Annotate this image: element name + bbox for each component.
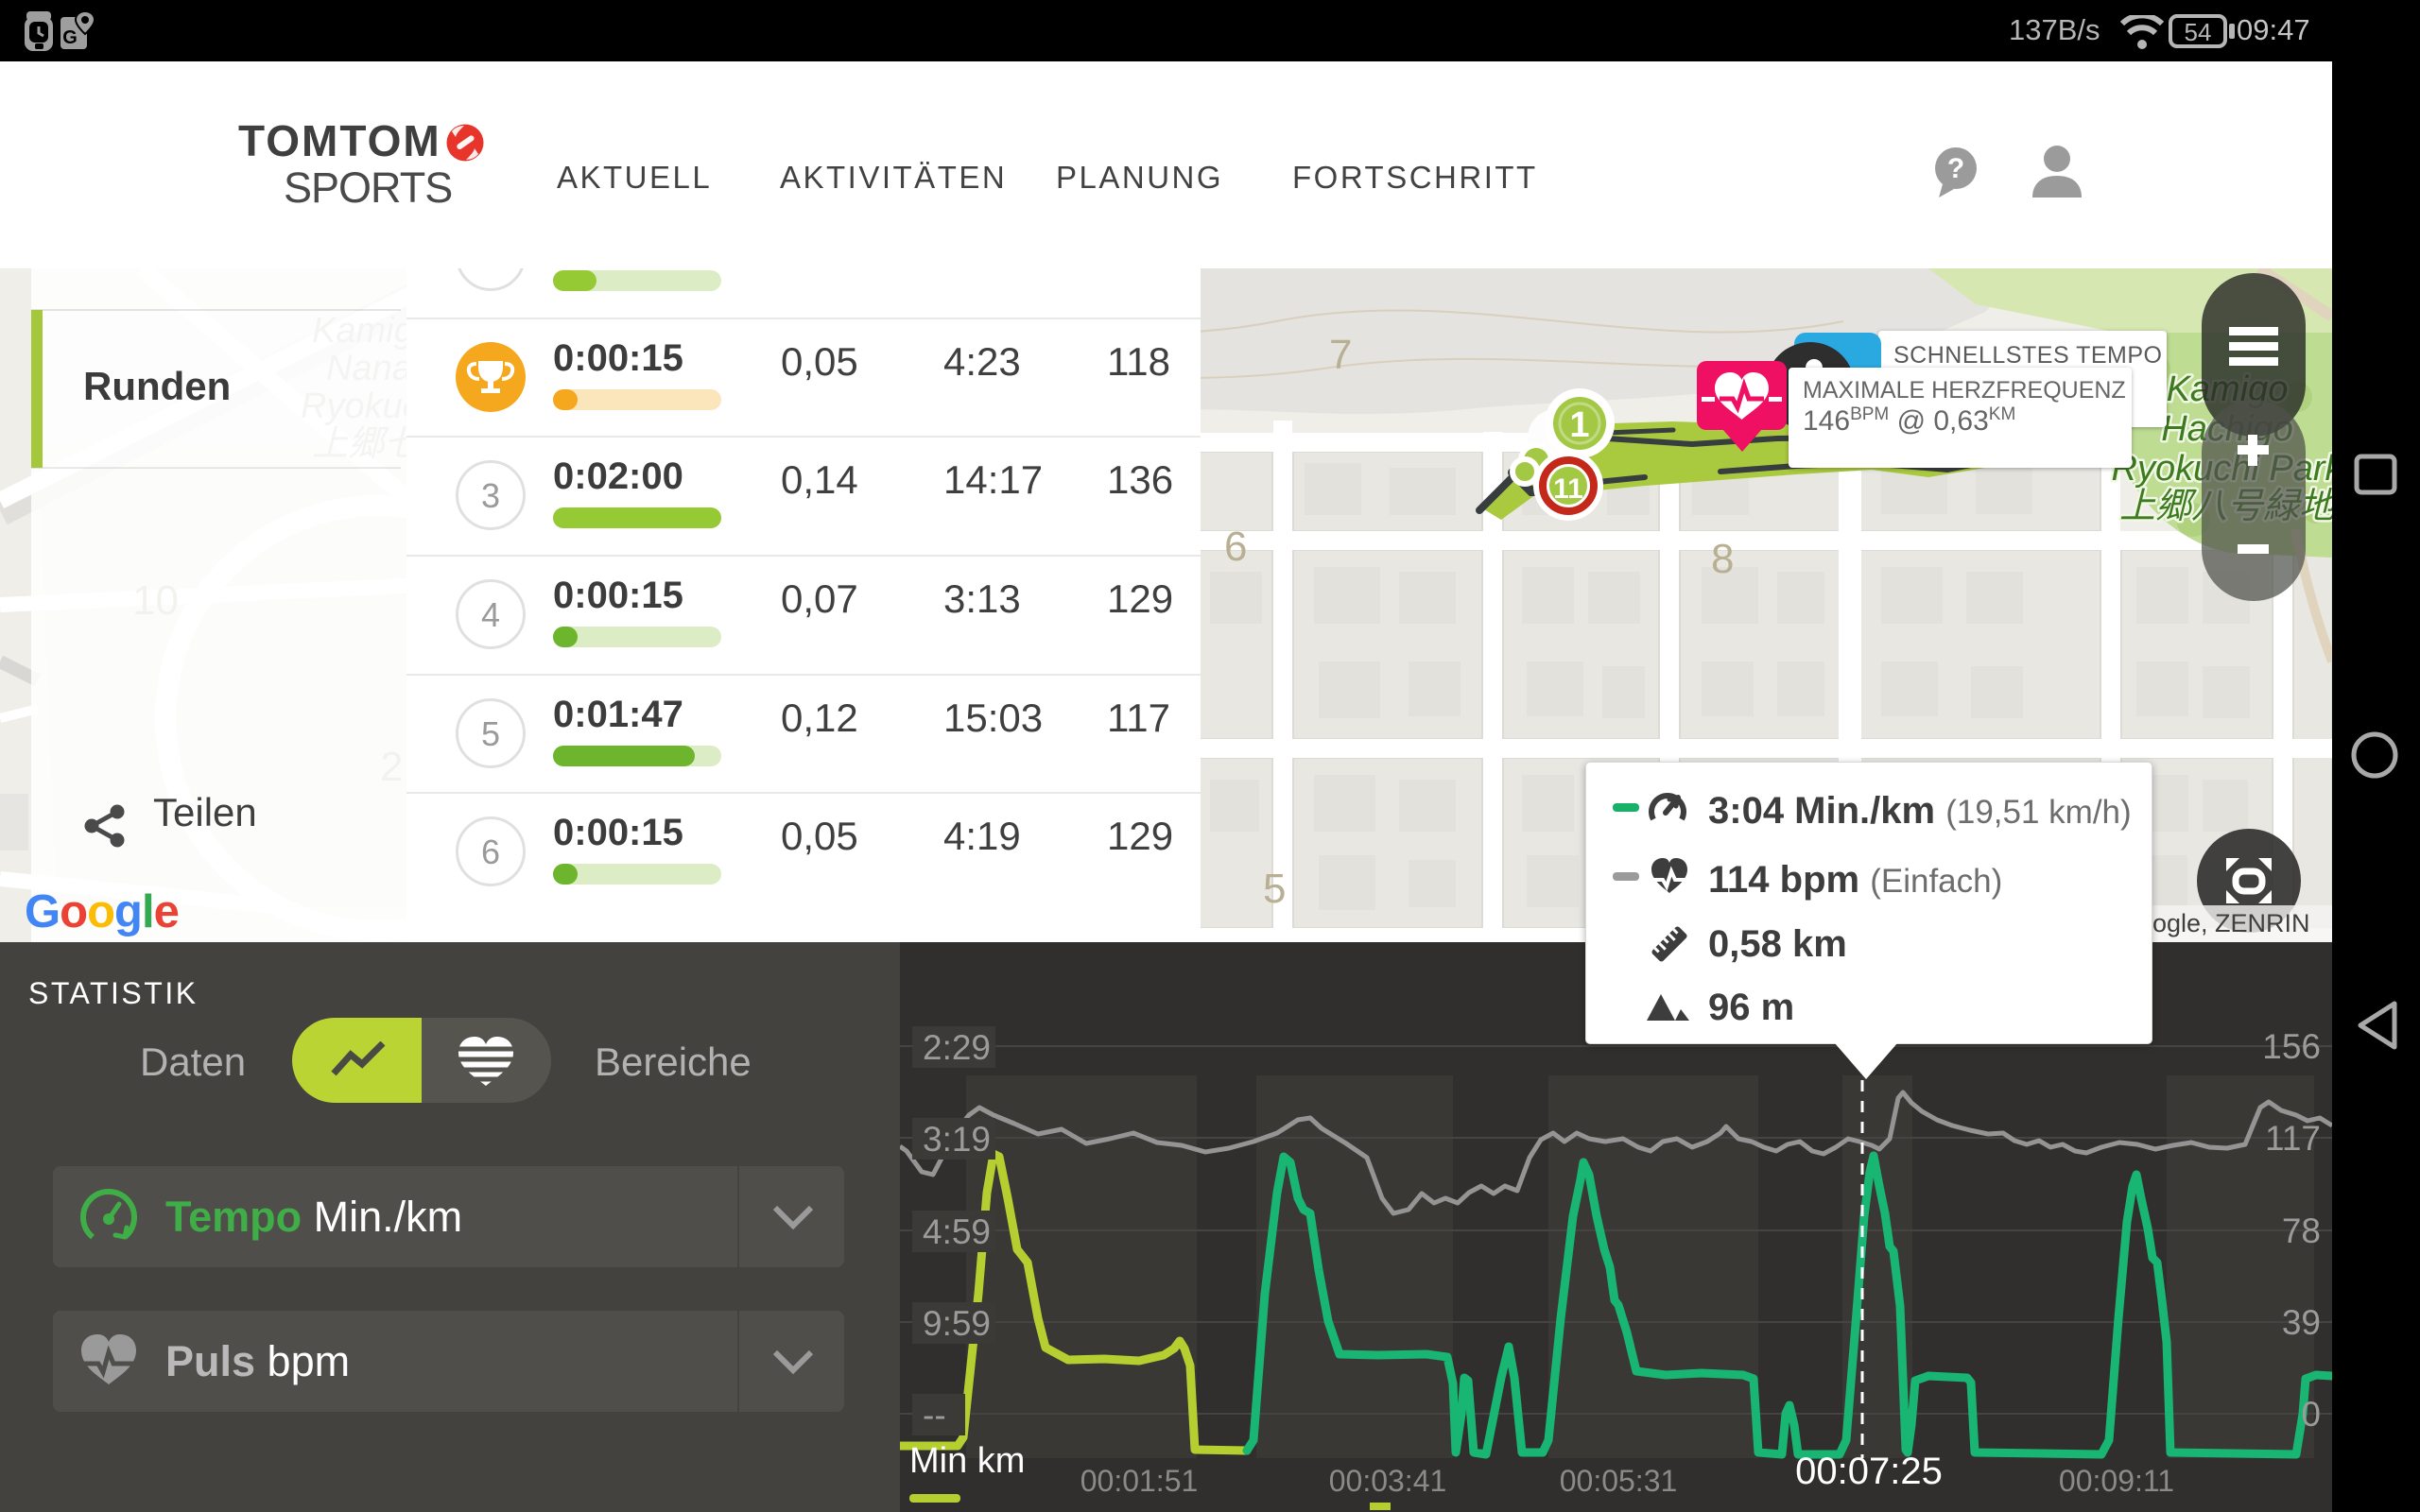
svg-text:78: 78 xyxy=(2282,1211,2321,1250)
svg-text:5: 5 xyxy=(1263,866,1286,912)
svg-text:00:07:25: 00:07:25 xyxy=(1795,1451,1943,1492)
svg-text:4:59: 4:59 xyxy=(923,1212,991,1251)
svg-text:8: 8 xyxy=(1711,536,1734,582)
svg-text:?: ? xyxy=(1947,153,1964,184)
svg-text:156: 156 xyxy=(2262,1027,2321,1066)
svg-text:0: 0 xyxy=(2301,1395,2321,1434)
svg-text:39: 39 xyxy=(2282,1303,2321,1342)
svg-text:G: G xyxy=(62,27,78,48)
svg-text:00:05:31: 00:05:31 xyxy=(1560,1464,1678,1498)
svg-text:3:19: 3:19 xyxy=(923,1120,991,1159)
svg-text:54: 54 xyxy=(2185,18,2212,46)
svg-text:--: -- xyxy=(923,1396,946,1435)
svg-text:Min km: Min km xyxy=(909,1441,1025,1481)
svg-text:11: 11 xyxy=(1553,473,1583,505)
svg-text:7: 7 xyxy=(1329,332,1352,378)
svg-text:9:59: 9:59 xyxy=(923,1304,991,1343)
svg-text:1: 1 xyxy=(1569,405,1589,445)
svg-text:00:09:11: 00:09:11 xyxy=(2059,1464,2174,1498)
svg-text:117: 117 xyxy=(2265,1119,2321,1158)
svg-text:6: 6 xyxy=(1224,524,1247,570)
svg-text:2:29: 2:29 xyxy=(923,1028,991,1067)
svg-text:00:03:41: 00:03:41 xyxy=(1329,1464,1447,1498)
svg-text:00:01:51: 00:01:51 xyxy=(1080,1464,1199,1498)
